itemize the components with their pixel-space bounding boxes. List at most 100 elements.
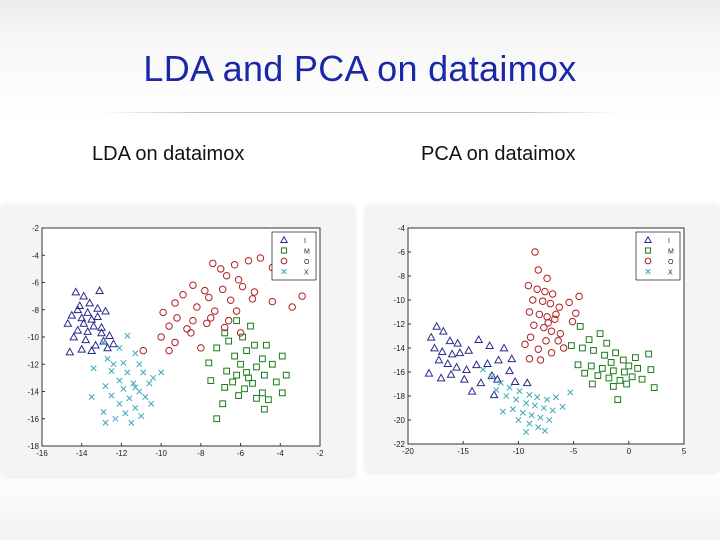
lda-point-o xyxy=(236,329,245,337)
pca-point-o xyxy=(542,337,550,345)
pca-legend-label: X xyxy=(668,270,673,277)
pca-point-m xyxy=(568,342,575,349)
pca-y-tick-label: -4 xyxy=(398,224,406,233)
pca-point-o xyxy=(540,323,548,332)
pca-point-x xyxy=(506,384,513,391)
lda-point-m xyxy=(243,347,250,355)
lda-point-x xyxy=(120,359,127,366)
lda-legend xyxy=(271,231,317,281)
pca-point-m xyxy=(581,369,589,377)
pca-point-m xyxy=(594,372,602,379)
pca-legend-label: M xyxy=(668,249,674,256)
lda-scatter-plot: -16 -14 -12 -10 -8 -6 -4 -2 -2 -4 -6 -8 -10 -12 -14 -16… xyxy=(27,224,324,458)
pca-y-tick-label: -8 xyxy=(398,272,406,281)
lda-point-x xyxy=(132,350,139,357)
lda-point-x xyxy=(124,369,131,376)
lda-x-tick-label: -14 xyxy=(76,449,88,458)
slide-title: LDA and PCA on dataimox xyxy=(143,48,577,89)
lda-point-m xyxy=(205,359,213,367)
lda-legend-label: O xyxy=(304,259,310,266)
pca-point-o xyxy=(544,319,552,327)
pca-point-x xyxy=(567,389,574,396)
lda-point-o xyxy=(248,295,257,303)
pca-point-m xyxy=(647,366,655,373)
lda-point-m xyxy=(225,337,233,345)
lda-point-i xyxy=(109,339,118,348)
pca-y-tick-label: -10 xyxy=(393,296,405,305)
lda-caption: LDA on dataimox xyxy=(92,143,245,165)
lda-y-tick-label: -12 xyxy=(27,360,39,369)
pca-point-x xyxy=(559,403,566,410)
pca-point-m xyxy=(614,396,622,403)
lda-x-tick-label: -6 xyxy=(237,449,245,458)
pca-point-i xyxy=(445,336,455,345)
pca-point-x xyxy=(535,424,542,431)
pca-point-x xyxy=(537,414,544,421)
lda-point-x xyxy=(102,382,109,390)
pca-point-i xyxy=(483,358,492,367)
pca-point-m xyxy=(621,368,628,376)
lda-point-x xyxy=(158,369,165,376)
pca-point-i xyxy=(452,362,462,371)
lda-x-tick-label: -16 xyxy=(36,449,48,458)
lda-point-x xyxy=(122,410,129,417)
pca-point-i xyxy=(522,378,532,387)
lda-point-o xyxy=(183,325,191,333)
pca-scatter-plot: -20 -15 -10 -5 0 5-4-6-8-10-12-14-16-18-20-22… xyxy=(393,224,686,456)
pca-point-x xyxy=(531,402,539,409)
pca-point-m xyxy=(579,344,586,352)
pca-point-x xyxy=(503,392,510,400)
lda-point-o xyxy=(171,299,179,307)
pca-point-o xyxy=(543,274,551,283)
lda-point-o xyxy=(159,308,167,317)
lda-point-o xyxy=(250,288,259,296)
pca-point-x xyxy=(519,409,526,416)
pca-x-tick-label: -5 xyxy=(570,447,578,456)
lda-point-x xyxy=(104,355,111,362)
lda-point-x xyxy=(88,393,95,401)
lda-point-o xyxy=(232,307,241,315)
pca-point-m xyxy=(638,375,646,383)
lda-point-o xyxy=(139,346,148,355)
pca-point-i xyxy=(462,364,471,373)
lda-point-x xyxy=(150,374,157,381)
lda-point-m xyxy=(259,355,266,363)
pca-point-m xyxy=(588,380,596,388)
lda-x-tick-label: -2 xyxy=(316,449,324,458)
pca-point-o xyxy=(524,281,533,290)
pca-point-i xyxy=(438,326,448,335)
lda-point-i xyxy=(89,321,99,330)
lda-point-m xyxy=(221,329,229,337)
pca-point-m xyxy=(601,351,608,359)
lda-y-tick-label: -4 xyxy=(32,251,40,260)
lda-point-o xyxy=(256,254,265,262)
pca-point-i xyxy=(474,334,484,343)
lda-point-x xyxy=(132,384,139,391)
lda-point-i xyxy=(65,347,75,356)
lda-y-tick-label: -8 xyxy=(32,306,40,315)
lda-point-o xyxy=(211,307,219,315)
pca-point-i xyxy=(453,338,463,347)
pca-point-x xyxy=(552,394,559,401)
pca-point-x xyxy=(549,407,556,414)
lda-point-m xyxy=(219,400,227,408)
lda-x-tick-label: -10 xyxy=(155,449,167,458)
lda-point-o xyxy=(230,261,239,269)
lda-point-i xyxy=(81,335,91,344)
lda-point-x xyxy=(148,400,155,407)
lda-point-i xyxy=(83,326,93,335)
lda-point-o xyxy=(238,282,247,291)
lda-point-m xyxy=(272,378,280,386)
lda-point-i xyxy=(97,328,107,337)
lda-point-o xyxy=(157,333,165,341)
pca-point-m xyxy=(598,365,606,372)
lda-point-x xyxy=(116,400,123,407)
pca-point-o xyxy=(531,248,539,256)
lda-point-o xyxy=(220,323,229,332)
pca-point-m xyxy=(628,373,636,381)
pca-point-x xyxy=(523,428,530,436)
lda-point-o xyxy=(244,256,253,265)
lda-legend-marker-m xyxy=(280,247,288,254)
pca-point-i xyxy=(459,374,469,383)
pca-y-tick-label: -22 xyxy=(393,440,405,449)
